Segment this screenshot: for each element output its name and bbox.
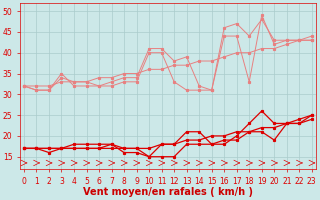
X-axis label: Vent moyen/en rafales ( km/h ): Vent moyen/en rafales ( km/h ): [83, 187, 253, 197]
